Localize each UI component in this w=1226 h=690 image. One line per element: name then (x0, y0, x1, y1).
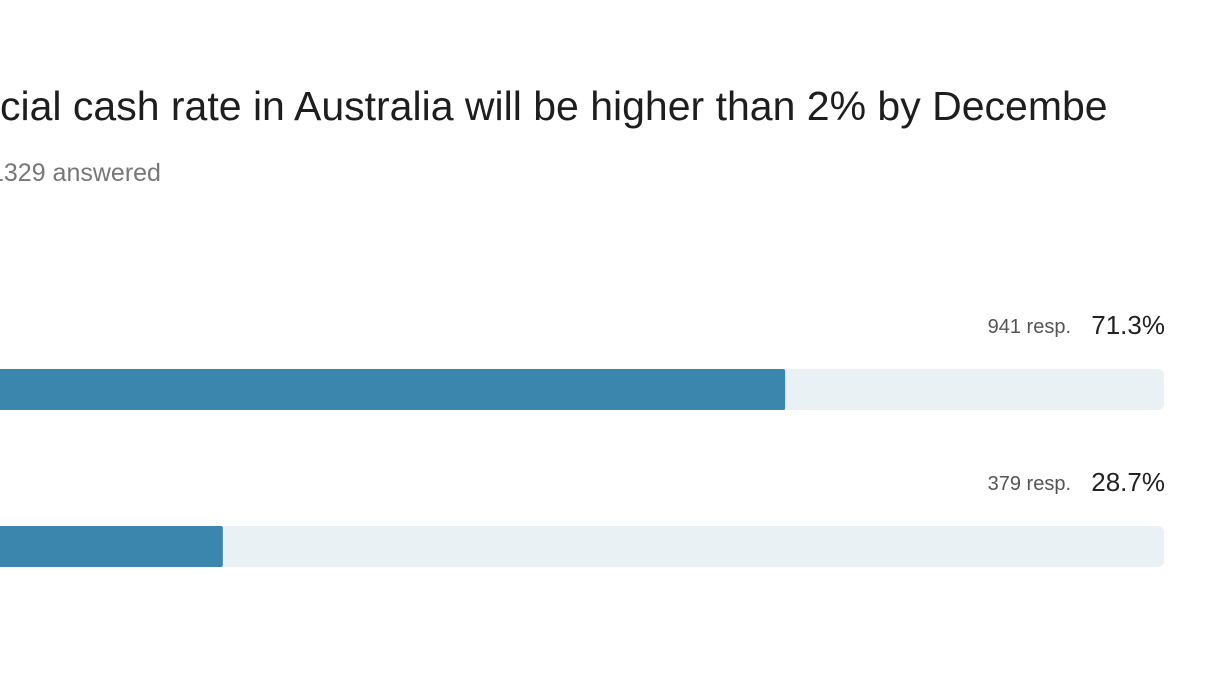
poll-title: cial cash rate in Australia will be high… (0, 83, 1108, 129)
bar (0, 526, 223, 567)
response-count: 379 resp. (988, 473, 1071, 495)
poll-subtitle: 1329 answered (0, 159, 161, 187)
bar (0, 369, 786, 410)
response-count: 941 resp. (988, 316, 1071, 338)
percent-label: 28.7% (1091, 467, 1165, 497)
bar-track (0, 526, 1164, 567)
percent-label: 71.3% (1091, 310, 1165, 340)
